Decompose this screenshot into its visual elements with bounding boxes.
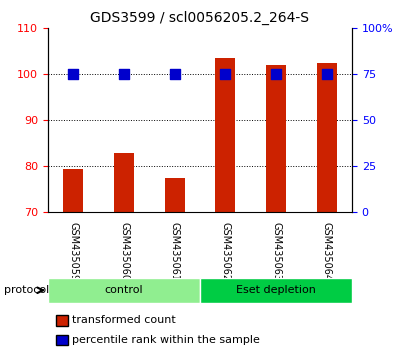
Bar <box>114 153 134 212</box>
Point <box>273 72 279 77</box>
Point <box>172 72 178 77</box>
FancyBboxPatch shape <box>200 278 352 303</box>
Text: percentile rank within the sample: percentile rank within the sample <box>72 335 260 345</box>
Bar <box>215 58 236 212</box>
Bar <box>63 169 84 212</box>
Bar <box>164 178 185 212</box>
Text: control: control <box>105 285 143 295</box>
Text: transformed count: transformed count <box>72 315 176 325</box>
Point <box>222 72 228 77</box>
Point <box>324 72 330 77</box>
Text: GSM435062: GSM435062 <box>220 222 230 281</box>
Text: Eset depletion: Eset depletion <box>236 285 316 295</box>
Text: GSM435060: GSM435060 <box>119 222 129 281</box>
Text: protocol: protocol <box>4 285 49 295</box>
Text: GSM435063: GSM435063 <box>271 222 281 281</box>
Point <box>70 72 76 77</box>
Text: GDS3599 / scl0056205.2_264-S: GDS3599 / scl0056205.2_264-S <box>90 11 310 25</box>
Bar <box>316 63 337 212</box>
Text: GSM435059: GSM435059 <box>68 222 78 281</box>
Bar <box>266 65 286 212</box>
FancyBboxPatch shape <box>48 278 200 303</box>
Point <box>121 72 127 77</box>
Text: GSM435064: GSM435064 <box>322 222 332 281</box>
Text: GSM435061: GSM435061 <box>170 222 180 281</box>
